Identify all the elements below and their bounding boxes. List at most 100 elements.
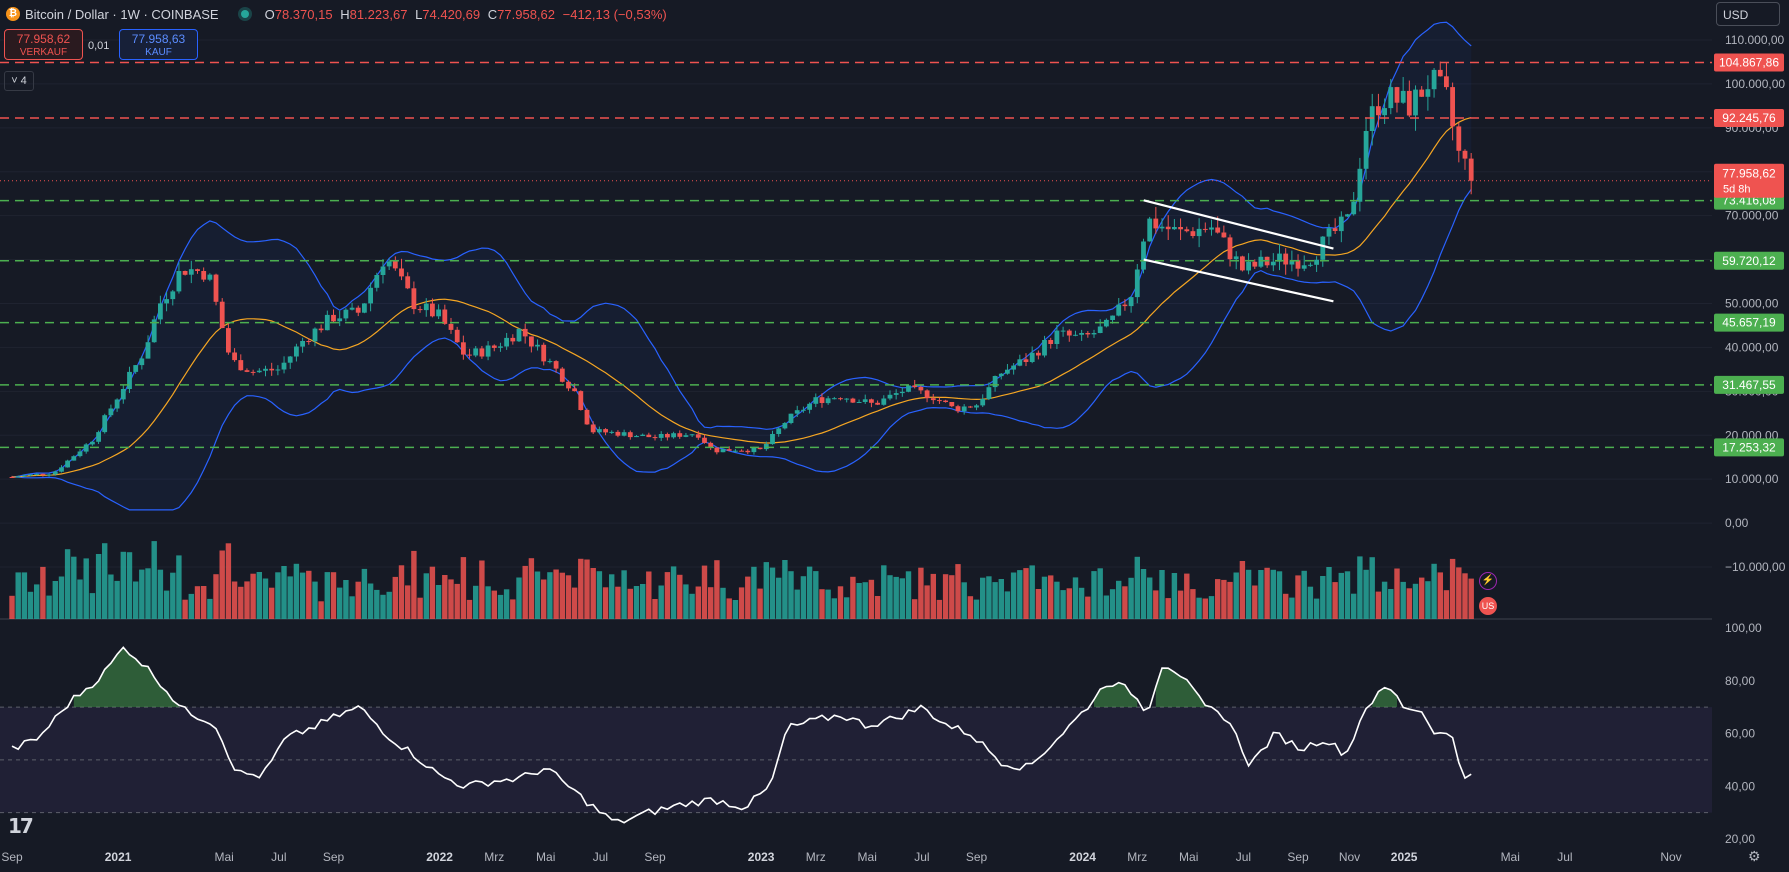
volume-bar: [559, 572, 565, 619]
volume-bar: [769, 567, 776, 619]
bollinger-upper[interactable]: [11, 21, 1472, 478]
volume-bar: [46, 595, 52, 619]
candle-body: [120, 389, 126, 400]
gear-icon[interactable]: ⚙: [1748, 848, 1761, 864]
candle-body: [1246, 261, 1251, 271]
candle-body: [374, 275, 380, 288]
candle-body: [244, 370, 250, 372]
buy-button[interactable]: 77.958,63 KAUF: [119, 29, 198, 60]
volume-bar: [299, 572, 306, 619]
candle-body: [801, 409, 806, 411]
volume-bar: [1437, 572, 1443, 619]
candle-body: [1017, 359, 1023, 366]
candle-body: [720, 449, 726, 453]
currency-select[interactable]: USD: [1716, 2, 1780, 26]
volume-bar: [1239, 561, 1246, 619]
volume-bar: [695, 586, 701, 619]
candle-body: [1073, 334, 1078, 336]
volume-bar: [435, 585, 442, 619]
candle-body: [1338, 216, 1344, 232]
volume-bar: [998, 579, 1004, 619]
candle-body: [300, 341, 305, 347]
volume-bar: [250, 573, 256, 619]
volume-bar: [522, 565, 528, 619]
volume-bar: [256, 572, 262, 619]
volume-bar: [973, 599, 980, 619]
volume-bar: [102, 543, 108, 619]
volume-bar: [1097, 568, 1103, 619]
candle-body: [1178, 227, 1183, 230]
candle-body: [770, 434, 775, 445]
volume-bar: [565, 575, 572, 619]
volume-bar: [15, 572, 21, 619]
candle-body: [238, 360, 244, 371]
time-tick-label: Sep: [323, 850, 345, 864]
candle-body: [250, 371, 256, 373]
time-tick-label: Jul: [593, 850, 608, 864]
time-tick-label: Mai: [1501, 850, 1520, 864]
volume-bar: [460, 557, 467, 619]
candle-body: [708, 442, 714, 448]
indicators-collapse-button[interactable]: ˅ 4: [4, 71, 34, 91]
us-flag-icon[interactable]: US: [1479, 597, 1497, 615]
volume-bar: [89, 593, 96, 619]
volume-bar: [745, 576, 751, 619]
volume-bar: [763, 562, 769, 619]
volume-bar: [1258, 570, 1264, 619]
candle-body: [324, 314, 330, 331]
time-tick-label: Mai: [1179, 850, 1198, 864]
volume-bar: [541, 579, 547, 619]
candle-body: [887, 394, 893, 399]
candle-body: [1363, 131, 1369, 169]
candle-body: [1419, 89, 1425, 97]
candle-body: [961, 406, 967, 412]
candle-body: [498, 346, 503, 348]
volume-bar: [238, 586, 244, 619]
candle-body: [1357, 168, 1363, 202]
symbol-title[interactable]: Bitcoin / Dollar · 1W · COINBASE: [25, 6, 219, 22]
volume-bar: [194, 586, 201, 619]
candle-body: [392, 261, 398, 269]
candle-body: [1376, 106, 1381, 116]
channel-trendline[interactable]: [1143, 199, 1334, 250]
candle-body: [980, 399, 986, 406]
time-tick-label: Nov: [1339, 850, 1360, 864]
candle-body: [584, 409, 590, 425]
volume-bar: [609, 574, 615, 619]
bollinger-lower[interactable]: [11, 189, 1472, 511]
volume-bar: [961, 582, 967, 619]
volume-bar: [71, 556, 77, 619]
time-tick-label: Mai: [215, 850, 234, 864]
volume-bar: [374, 589, 380, 619]
volume-bar: [881, 565, 887, 619]
price-change: −412,13 (−0,53%): [562, 6, 667, 22]
candle-body: [825, 398, 831, 404]
sell-button[interactable]: 77.958,62 VERKAUF: [4, 29, 83, 60]
channel-trendline[interactable]: [1143, 258, 1334, 303]
price-tick-label: 10.000,00: [1725, 472, 1779, 486]
candle-body: [924, 390, 930, 399]
candle-body: [547, 361, 553, 363]
volume-bar: [1004, 591, 1011, 619]
candle-body: [1141, 241, 1146, 270]
candle-body: [263, 368, 268, 371]
volume-bar: [312, 581, 318, 619]
volume-bar: [1196, 597, 1202, 619]
rsi-line[interactable]: [11, 646, 1472, 824]
volume-bar: [553, 569, 559, 619]
candle-body: [1085, 333, 1091, 335]
lightning-icon[interactable]: ⚡: [1479, 572, 1497, 590]
volume-bar: [429, 566, 436, 619]
price-axis[interactable]: [1712, 0, 1789, 872]
volume-bar: [52, 581, 58, 619]
candle-body: [899, 391, 905, 394]
candle-body: [930, 398, 936, 401]
candle-body: [658, 434, 664, 438]
volume-bar: [466, 599, 473, 619]
volume-bar: [34, 584, 40, 619]
time-axis[interactable]: [0, 840, 1712, 872]
volume-bar: [1295, 575, 1301, 619]
volume-bar: [683, 584, 689, 619]
